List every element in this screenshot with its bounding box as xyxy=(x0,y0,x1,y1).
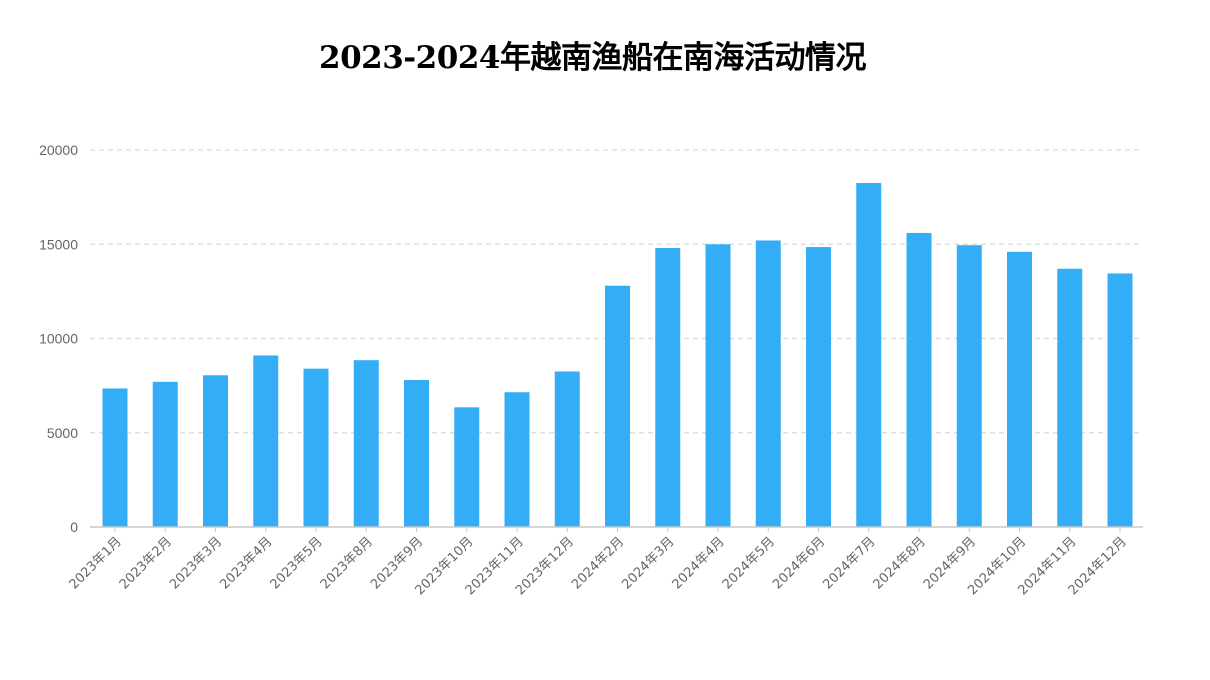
bar xyxy=(253,355,279,527)
x-tick-label: 2024年4月 xyxy=(670,534,728,592)
bar xyxy=(404,379,429,527)
x-tick-label: 2024年3月 xyxy=(619,534,677,592)
bar xyxy=(303,368,329,527)
bar xyxy=(1107,273,1133,527)
bar xyxy=(806,247,831,527)
bar xyxy=(102,388,128,527)
bar xyxy=(1057,268,1083,527)
bar xyxy=(203,375,228,527)
bar xyxy=(755,240,781,528)
bar xyxy=(906,232,932,527)
x-axis-ticks: 2023年1月2023年2月2023年3月2023年4月2023年5月2023年… xyxy=(67,527,1130,598)
y-tick-label: 0 xyxy=(70,519,78,535)
x-tick-label: 2023年8月 xyxy=(318,534,376,592)
bar xyxy=(353,360,379,527)
bar xyxy=(956,245,982,527)
chart-title: 2023-2024年越南渔船在南海活动情况 xyxy=(319,40,866,76)
y-tick-label: 15000 xyxy=(39,236,78,252)
x-tick-label: 2023年2月 xyxy=(117,534,175,592)
x-tick-label: 2023年1月 xyxy=(67,534,125,592)
y-tick-label: 10000 xyxy=(39,331,78,347)
bar xyxy=(705,244,731,527)
x-tick-label: 2024年6月 xyxy=(770,534,828,592)
y-axis-ticks: 0 5000 10000 15000 20000 xyxy=(39,142,78,535)
y-tick-label: 20000 xyxy=(39,142,78,158)
bar xyxy=(856,182,882,528)
x-tick-label: 2023年5月 xyxy=(268,534,326,592)
bar xyxy=(655,248,681,527)
x-tick-label: 2023年4月 xyxy=(217,534,275,592)
x-tick-label: 2024年5月 xyxy=(720,534,778,592)
bar xyxy=(504,392,530,527)
bar xyxy=(454,407,480,527)
bar xyxy=(554,371,580,527)
bar xyxy=(1007,251,1032,528)
bar xyxy=(152,381,178,527)
x-tick-label: 2024年7月 xyxy=(820,534,878,592)
bar xyxy=(605,285,630,527)
x-tick-label: 2023年3月 xyxy=(167,534,225,592)
x-tick-label: 2024年2月 xyxy=(569,534,627,592)
y-tick-label: 5000 xyxy=(47,425,78,441)
bars xyxy=(102,182,1133,528)
x-tick-label: 2024年8月 xyxy=(871,534,929,592)
